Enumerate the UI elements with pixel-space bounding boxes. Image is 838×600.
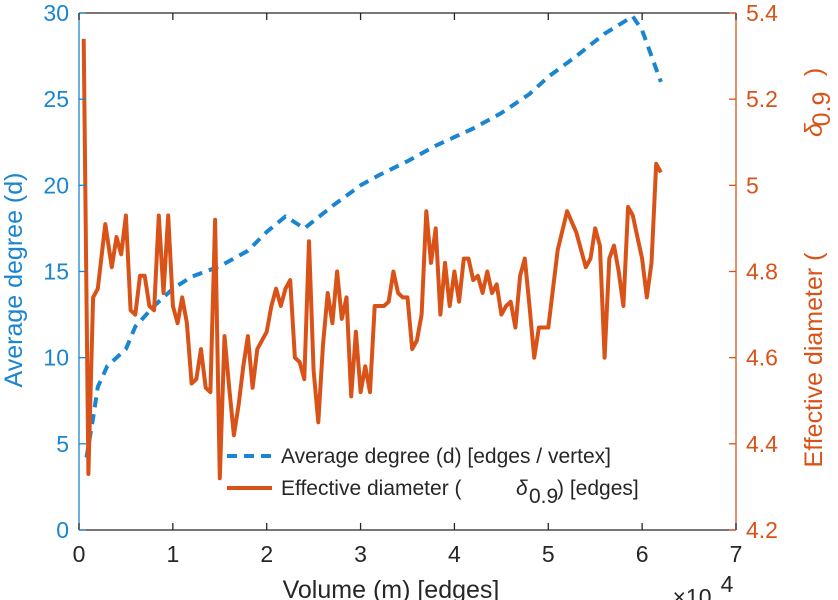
right-y-axis-label-symbol: δ [800,122,828,137]
x-tick-label: 3 [354,541,367,567]
left-y-tick-label: 0 [56,517,69,543]
x-tick-label: 6 [636,541,649,567]
x-tick-label: 0 [73,541,86,567]
legend-label-effective-diameter: Effective diameter ( [281,477,462,500]
x-tick-label: 1 [166,541,179,567]
x-axis-exponent-base: ×10 [672,584,711,600]
ticks-layer: 0 1 2 3 4 5 6 7 0 5 10 15 20 25 30 4.2 4.4 4.6 4.8 5 5.2 5.4 [43,0,778,567]
legend-label-effective-diameter-suffix: ) [edges] [557,477,639,500]
left-y-tick-label: 10 [43,345,69,371]
x-axis-exponent-power: 4 [721,571,734,597]
series-line-average-degree [84,14,663,458]
left-y-tick-label: 25 [43,86,69,112]
legend: Average degree (d) [edges / vertex] Effe… [227,445,639,508]
right-y-tick-label: 4.4 [746,431,778,457]
left-y-axis-label: Average degree (d) [0,173,28,388]
legend-label-effective-diameter-symbol: δ [516,477,528,500]
legend-label-average-degree: Average degree (d) [edges / vertex] [281,445,611,468]
x-tick-label: 7 [730,541,743,567]
right-y-axis-label-close: ) [800,68,828,76]
series-line-effective-diameter [81,38,663,481]
x-axis-label: Volume (m) [edges] [283,576,500,600]
right-y-tick-label: 4.6 [746,345,778,371]
right-y-tick-label: 5 [746,172,759,198]
right-y-tick-label: 5.4 [746,0,778,26]
left-y-tick-label: 5 [56,431,69,457]
left-y-tick-label: 15 [43,259,69,285]
right-y-tick-label: 4.2 [746,517,778,543]
legend-label-effective-diameter-subscript: 0.9 [529,485,558,508]
right-y-tick-label: 5.2 [746,86,778,112]
right-y-axis-label: Effective diameter ( δ 0.9 ) [800,68,836,468]
right-y-axis-label-subscript: 0.9 [808,92,836,127]
left-y-tick-label: 30 [43,0,69,26]
x-tick-label: 2 [260,541,273,567]
x-tick-label: 4 [448,541,461,567]
x-tick-label: 5 [542,541,555,567]
series-layer [81,14,663,481]
left-y-tick-label: 20 [43,172,69,198]
right-y-axis-label-text: Effective diameter ( [800,252,828,468]
right-y-tick-label: 4.8 [746,259,778,285]
